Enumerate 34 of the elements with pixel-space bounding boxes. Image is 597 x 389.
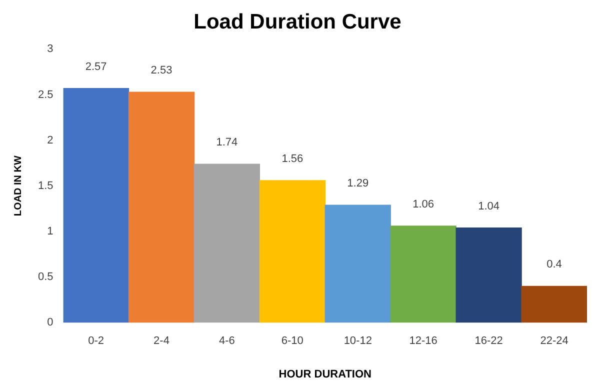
data-label: 1.29 — [347, 178, 369, 190]
x-tick-label: 4-6 — [218, 335, 235, 348]
chart-title: Load Duration Curve — [194, 10, 402, 34]
x-tick-label: 6-10 — [281, 335, 304, 348]
bar — [194, 164, 260, 323]
x-tick-label: 10-12 — [344, 335, 372, 348]
bar — [456, 227, 522, 323]
bar — [259, 180, 326, 323]
y-tick-label: 2.5 — [38, 88, 54, 101]
x-tick-label: 22-24 — [540, 335, 568, 348]
y-tick-label: 0.5 — [38, 271, 54, 284]
bar — [63, 88, 130, 323]
x-axis-title: HOUR DURATION — [278, 368, 372, 380]
data-label: 1.06 — [412, 198, 434, 211]
data-label: 1.56 — [282, 152, 304, 165]
x-tick-label: 16-22 — [474, 335, 503, 348]
y-tick-label: 0 — [47, 316, 54, 329]
x-tick-label: 2-4 — [154, 335, 170, 348]
data-label: 2.53 — [150, 64, 172, 77]
bar — [324, 204, 391, 323]
y-axis-title: LOAD IN KW — [12, 155, 24, 216]
data-label: 1.04 — [478, 200, 500, 212]
data-label: 2.57 — [85, 60, 107, 73]
y-tick-label: 1 — [47, 226, 54, 238]
y-tick-label: 1.5 — [38, 180, 54, 192]
data-label: 0.4 — [546, 258, 562, 271]
bar — [128, 92, 195, 323]
y-tick-label: 3 — [47, 43, 54, 56]
y-tick-label: 2 — [47, 134, 54, 146]
data-label: 1.74 — [216, 136, 238, 149]
bar — [521, 286, 587, 323]
x-tick-label: 0-2 — [88, 335, 104, 348]
bar — [390, 226, 456, 323]
x-tick-label: 12-16 — [409, 335, 438, 348]
